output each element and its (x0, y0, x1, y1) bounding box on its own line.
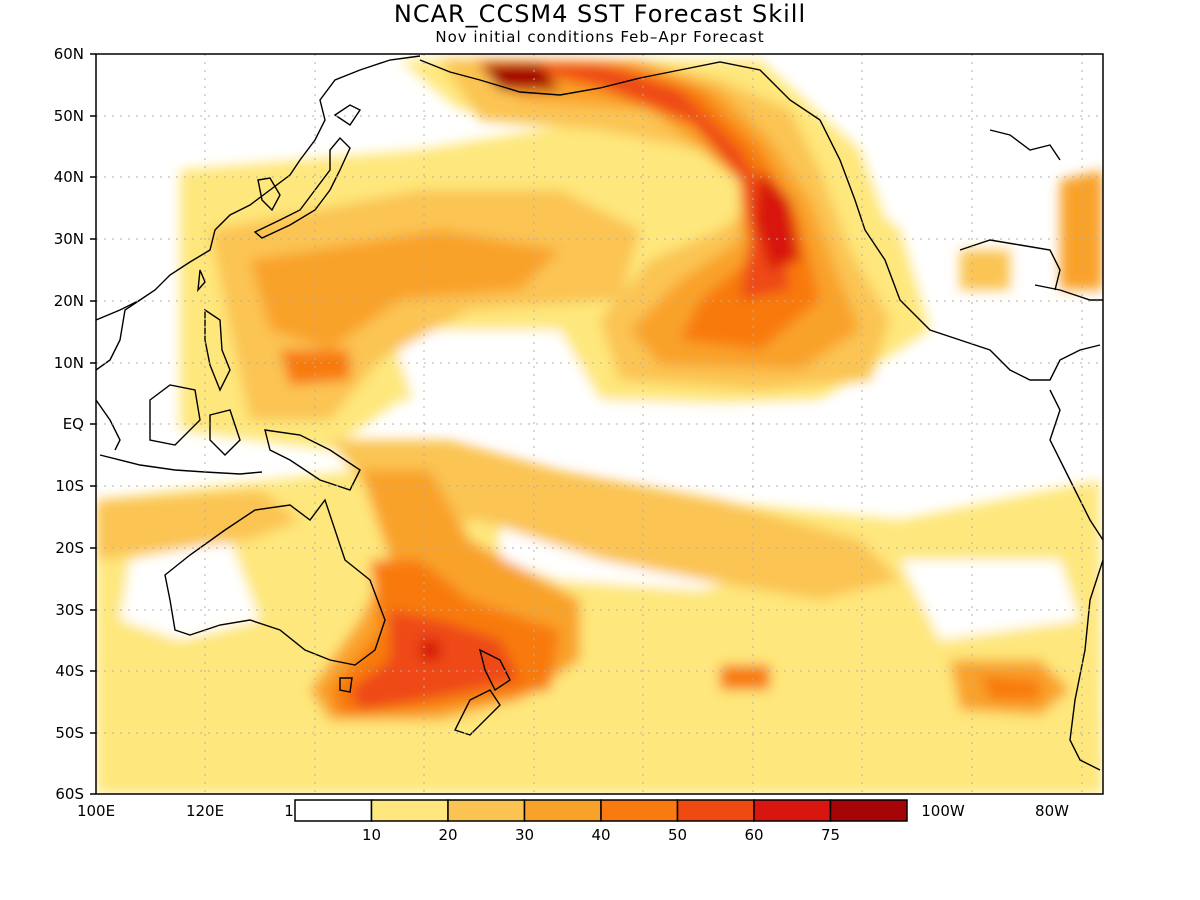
colorbar-swatch (523, 799, 602, 822)
lat-label: 10N (54, 354, 84, 372)
lat-label: 50N (54, 107, 84, 125)
colorbar-swatch (447, 799, 526, 822)
lat-label: 20N (54, 292, 84, 310)
colorbar-swatch (753, 799, 832, 822)
colorbar-tick-label: 50 (668, 826, 687, 844)
colorbar: 10 20 30 40 50 60 75 (294, 799, 908, 844)
colorbar-swatch (294, 799, 373, 822)
colorbar-tick-label: 20 (438, 826, 457, 844)
colorbar-swatch (370, 799, 449, 822)
colorbar-tick-label: 75 (821, 826, 840, 844)
colorbar-tick-label: 40 (591, 826, 610, 844)
lat-labels: 60N 50N 40N 30N 20N 10N EQ 10S 20S 30S 4… (54, 45, 84, 803)
lat-label: 30S (55, 601, 84, 619)
colorbar-swatch (600, 799, 679, 822)
lon-label: 120E (186, 802, 224, 820)
skill-shading (96, 54, 1103, 794)
lat-label: 30N (54, 230, 84, 248)
colorbar-tick-label: 60 (744, 826, 763, 844)
colorbar-tick-label: 30 (515, 826, 534, 844)
lat-label: 40S (55, 662, 84, 680)
lat-label: 40N (54, 168, 84, 186)
lat-label: 50S (55, 724, 84, 742)
map-subtitle: Nov initial conditions Feb–Apr Forecast (435, 28, 765, 46)
lon-label: 80W (1035, 802, 1069, 820)
lon-label: 100E (77, 802, 115, 820)
colorbar-swatch (676, 799, 755, 822)
lon-label: 100W (921, 802, 965, 820)
lat-label: 60N (54, 45, 84, 63)
gridlines (96, 54, 1103, 794)
colorbar-tick-label: 10 (362, 826, 381, 844)
lat-label: 10S (55, 477, 84, 495)
tick-marks (90, 53, 96, 795)
map-title: NCAR_CCSM4 SST Forecast Skill (393, 0, 807, 28)
lat-label: 20S (55, 539, 84, 557)
lat-label: EQ (63, 415, 84, 433)
lat-label: 60S (55, 785, 84, 803)
lon-labels: 100E 120E 1 100W 80W (77, 802, 1069, 820)
lon-label: 1 (284, 802, 294, 820)
colorbar-swatch (829, 799, 908, 822)
